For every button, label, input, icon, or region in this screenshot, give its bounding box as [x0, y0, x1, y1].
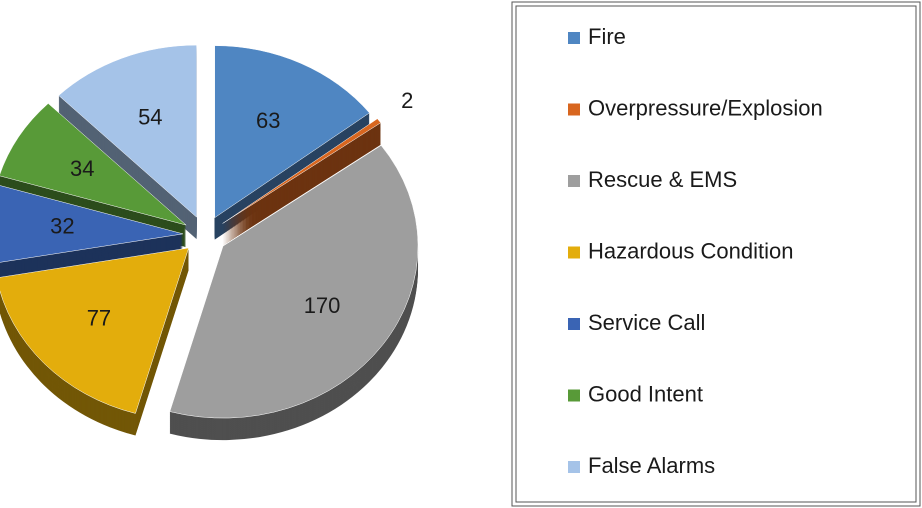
legend-swatch: [568, 246, 580, 259]
legend-swatch: [568, 318, 580, 330]
slice: [214, 45, 370, 219]
legend-swatch: [568, 103, 580, 116]
data-label: 63: [256, 108, 280, 133]
data-label: 54: [138, 104, 162, 129]
slice: [169, 145, 419, 419]
slice: [0, 185, 184, 263]
data-label: 77: [87, 305, 111, 330]
slice: [0, 103, 187, 226]
legend-swatch: [568, 461, 580, 473]
slice: [222, 118, 382, 224]
data-label: 32: [50, 213, 74, 238]
legend-swatch: [568, 32, 580, 44]
data-label: 34: [70, 156, 94, 181]
legend-label: Good Intent: [588, 381, 703, 406]
data-label: 170: [304, 293, 341, 318]
slice-side: [222, 119, 381, 246]
legend-label: Fire: [588, 24, 626, 49]
legend-label: Rescue & EMS: [588, 167, 737, 192]
legend-label: False Alarms: [588, 453, 715, 478]
legend-swatch: [568, 175, 580, 187]
slice: [58, 44, 197, 218]
legend-border-inner: [515, 5, 917, 503]
legend-label: Overpressure/Explosion: [588, 95, 823, 120]
data-label: 2: [401, 88, 413, 113]
slice: [0, 247, 190, 414]
legend-label: Hazardous Condition: [588, 238, 793, 263]
legend-label: Service Call: [588, 310, 705, 335]
legend-swatch: [568, 389, 580, 402]
